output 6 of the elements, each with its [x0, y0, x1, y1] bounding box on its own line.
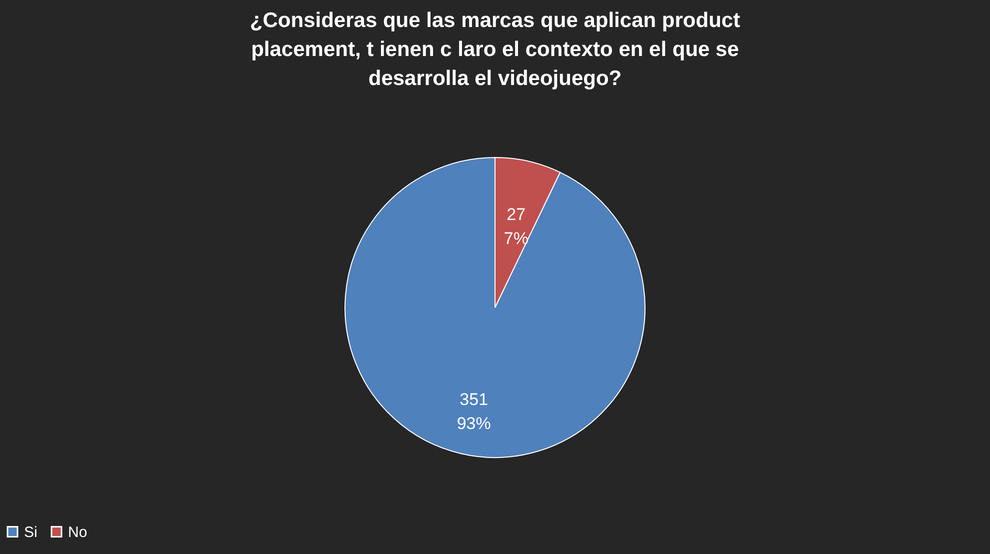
legend-label: Si	[24, 524, 38, 541]
data-label: 351 93%	[456, 390, 491, 434]
legend-label: No	[68, 524, 88, 541]
pie-slice	[344, 157, 646, 458]
chart-title: ¿Consideras que las marcas que aplican product placement, t ienen c laro el contexto en el que se desarrolla el videojuego?	[250, 9, 740, 90]
data-label: 27 7%	[504, 204, 528, 248]
